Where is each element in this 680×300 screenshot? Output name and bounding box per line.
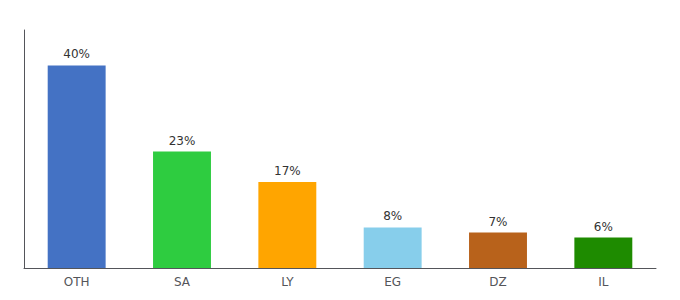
svg-text:SA: SA bbox=[174, 275, 191, 289]
svg-text:DZ: DZ bbox=[489, 275, 506, 289]
svg-text:6%: 6% bbox=[594, 220, 613, 234]
svg-text:IL: IL bbox=[598, 275, 609, 289]
svg-text:LY: LY bbox=[281, 275, 294, 289]
svg-text:40%: 40% bbox=[63, 47, 90, 61]
svg-text:23%: 23% bbox=[169, 134, 196, 148]
svg-text:7%: 7% bbox=[488, 215, 507, 229]
svg-text:OTH: OTH bbox=[64, 275, 90, 289]
svg-text:8%: 8% bbox=[383, 209, 402, 223]
svg-text:EG: EG bbox=[384, 275, 401, 289]
svg-text:17%: 17% bbox=[274, 164, 301, 178]
